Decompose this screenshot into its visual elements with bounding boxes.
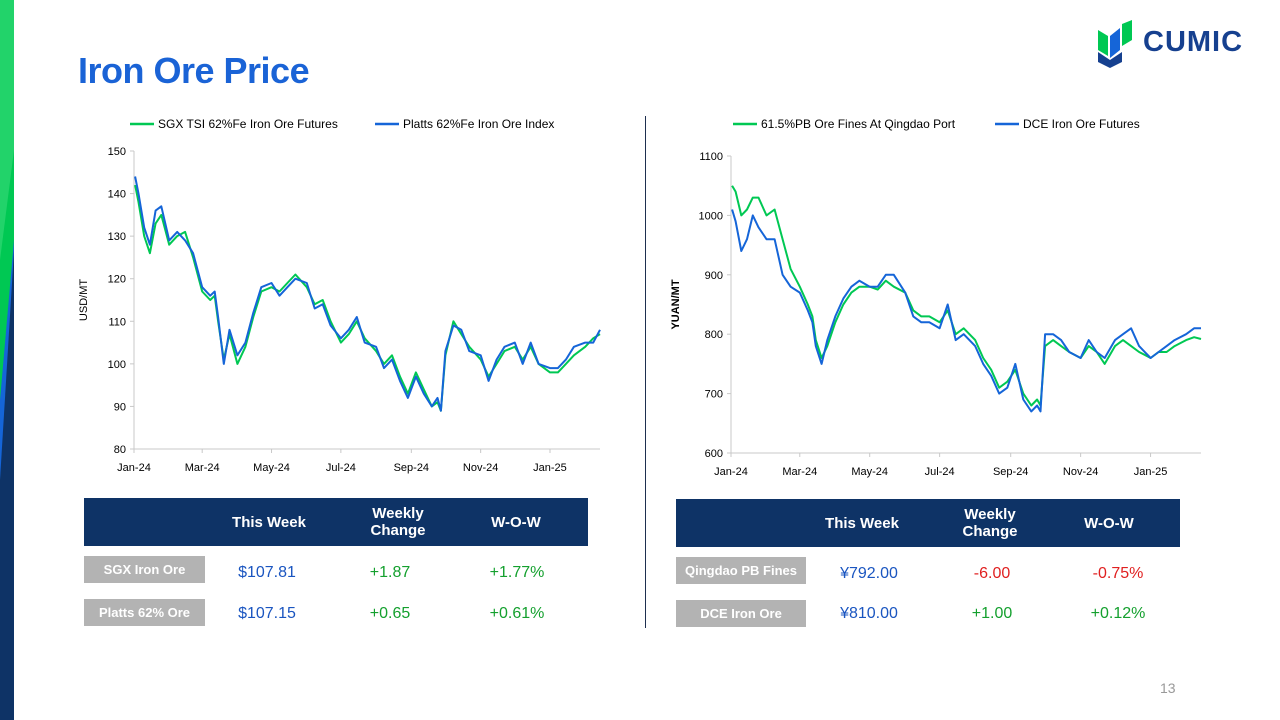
y-axis-label: YUAN/MT: [670, 279, 682, 329]
cell-qingdao-this-week: ¥792.00: [840, 565, 898, 582]
table-header-left: This Week Weekly Change W-O-W: [84, 498, 588, 546]
y-tick-label: 600: [705, 448, 723, 460]
chart-qingdao-dce: 600 700 800 900 1000 1100 Jan-24 Mar-24 May-24 Ju…: [665, 108, 1215, 483]
header-this-week: This Week: [232, 513, 306, 531]
header-weekly-change: Weekly Change: [370, 505, 426, 539]
cell-qingdao-wow: -0.75%: [1092, 565, 1144, 582]
row-label-dce: DCE Iron Ore: [676, 600, 806, 627]
y-axis-label: USD/MT: [78, 279, 90, 321]
x-tick-label: May-24: [253, 462, 290, 474]
y-tick-label: 700: [705, 389, 723, 401]
x-tick-label: Jan-25: [533, 462, 567, 474]
series-line-1: [731, 185, 1202, 407]
cell-platts-this-week: $107.15: [238, 605, 296, 622]
header-wow: W-O-W: [491, 513, 541, 531]
table-header-right: This Week Weekly Change W-O-W: [676, 499, 1180, 547]
legend-label: Platts 62%Fe Iron Ore Index: [403, 117, 554, 131]
x-tick-label: Nov-24: [463, 462, 498, 474]
y-tick-label: 120: [108, 274, 126, 286]
series-line-2: [731, 209, 1201, 413]
row-label-sgx: SGX Iron Ore: [84, 556, 205, 583]
y-tick-label: 140: [108, 189, 126, 201]
y-tick-label: 90: [114, 401, 126, 413]
page-title: Iron Ore Price: [78, 50, 310, 91]
x-tick-label: Mar-24: [185, 462, 220, 474]
y-tick-label: 800: [705, 329, 723, 341]
header-weekly-change: Weekly Change: [962, 506, 1018, 540]
legend-label: SGX TSI 62%Fe Iron Ore Futures: [158, 117, 338, 131]
vertical-divider: [645, 116, 646, 628]
left-accent-edge: [0, 0, 14, 720]
y-tick-label: 110: [108, 316, 126, 328]
row-label-platts: Platts 62% Ore: [84, 599, 205, 626]
cell-dce-change: +1.00: [971, 605, 1013, 622]
y-tick-label: 100: [108, 359, 126, 371]
cell-sgx-change: +1.87: [369, 564, 411, 581]
y-tick-label: 80: [114, 444, 126, 456]
legend-label: 61.5%PB Ore Fines At Qingdao Port: [761, 117, 956, 131]
series-line-2: [134, 176, 601, 412]
chart-sgx-platts: 80 90 100 110 120 130 140 150 Jan-24 Mar-24 May-24…: [70, 108, 610, 478]
chart-svg: 600 700 800 900 1000 1100 Jan-24 Mar-24 May-24 Ju…: [670, 117, 1202, 478]
cell-sgx-this-week: $107.81: [238, 564, 296, 581]
cell-platts-wow: +0.61%: [489, 605, 545, 622]
x-tick-label: Jul-24: [326, 462, 356, 474]
x-tick-label: Jan-24: [117, 462, 151, 474]
x-tick-label: Mar-24: [782, 466, 817, 478]
x-tick-label: Jan-25: [1134, 466, 1168, 478]
cell-dce-this-week: ¥810.00: [840, 605, 898, 622]
x-tick-label: Nov-24: [1063, 466, 1098, 478]
y-tick-label: 130: [108, 231, 126, 243]
x-tick-label: May-24: [851, 466, 888, 478]
legend-label: DCE Iron Ore Futures: [1023, 117, 1140, 131]
row-label-qingdao: Qingdao PB Fines: [676, 557, 806, 584]
y-tick-label: 1000: [699, 210, 723, 222]
y-tick-label: 150: [108, 146, 126, 158]
series-line-1: [134, 184, 601, 412]
x-tick-label: Jan-24: [714, 466, 748, 478]
cell-qingdao-change: -6.00: [973, 565, 1011, 582]
header-this-week: This Week: [825, 514, 899, 532]
cell-dce-wow: +0.12%: [1090, 605, 1146, 622]
x-tick-label: Jul-24: [925, 466, 955, 478]
cell-platts-change: +0.65: [369, 605, 411, 622]
logo-text: CUMIC: [1143, 26, 1244, 58]
page-number: 13: [1160, 680, 1176, 696]
cell-sgx-wow: +1.77%: [489, 564, 545, 581]
x-tick-label: Sep-24: [993, 466, 1028, 478]
x-tick-label: Sep-24: [394, 462, 429, 474]
chart-svg: 80 90 100 110 120 130 140 150 Jan-24 Mar-24 May-24…: [78, 117, 601, 474]
header-wow: W-O-W: [1084, 514, 1134, 532]
cumic-logo-mark: [1098, 20, 1132, 68]
cumic-logo: [1098, 20, 1132, 68]
y-tick-label: 900: [705, 270, 723, 282]
y-tick-label: 1100: [699, 151, 723, 163]
